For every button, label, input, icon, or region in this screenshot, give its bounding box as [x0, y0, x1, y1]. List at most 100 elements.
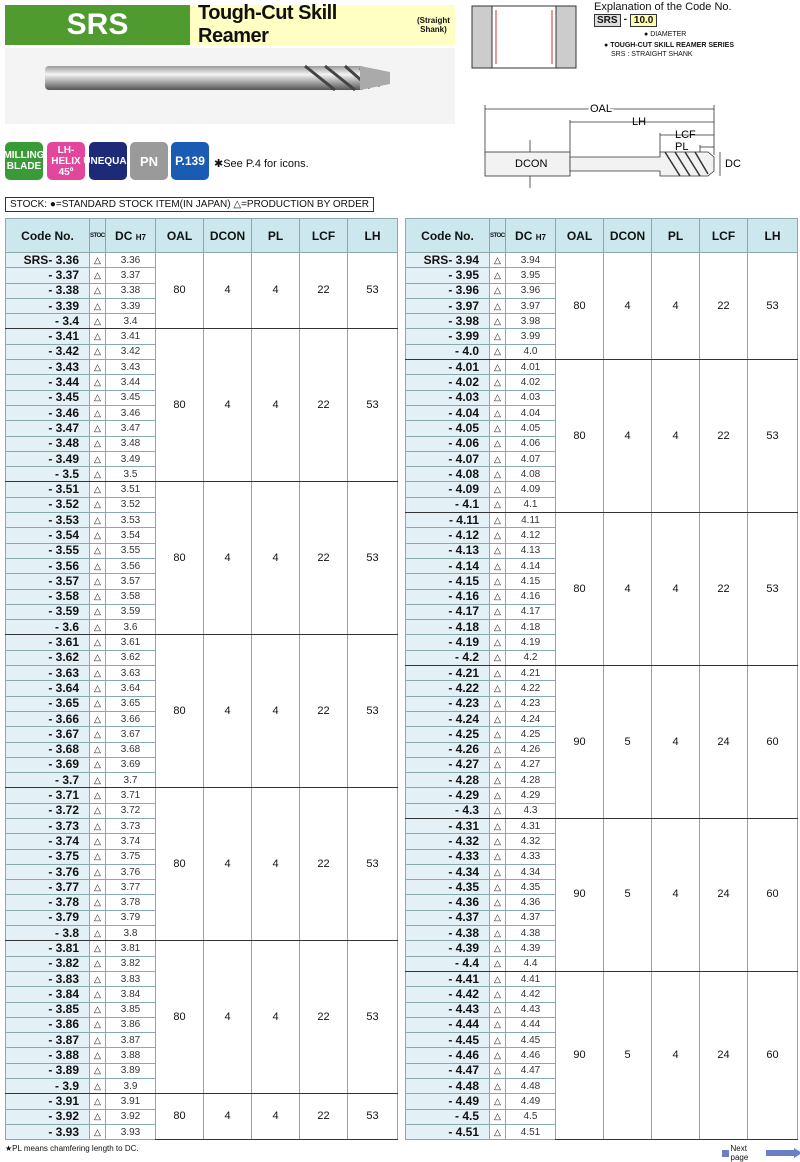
- dc: 3.52: [105, 496, 156, 514]
- table-row: - 3.4 △ 3.4: [5, 313, 398, 330]
- stock: △: [89, 680, 106, 697]
- table-row: - 4.32 △ 4.32: [405, 833, 798, 850]
- dc: 4.03: [505, 389, 556, 406]
- stock: △: [89, 665, 106, 682]
- code-no: - 3.93: [5, 1123, 90, 1141]
- code-no: - 4.18: [405, 619, 490, 636]
- stock: △: [489, 848, 506, 865]
- column-header: DCON: [603, 218, 652, 253]
- stock: △: [489, 802, 506, 819]
- stock: △: [89, 588, 106, 605]
- diameter-label: ● DIAMETER: [644, 31, 687, 38]
- dc: 3.63: [105, 665, 156, 682]
- stock: △: [89, 833, 106, 850]
- dcon: 4: [203, 328, 252, 483]
- stock: △: [89, 695, 106, 712]
- stock: △: [89, 603, 106, 621]
- table-row: - 4.31 △ 4.31 90 5 4 24 60: [405, 817, 798, 972]
- table-row: - 4.46 △ 4.46: [405, 1047, 798, 1064]
- pl: 4: [251, 787, 300, 942]
- stock: △: [89, 282, 106, 299]
- pl: 4: [251, 1093, 300, 1141]
- code-no: - 3.61: [5, 634, 90, 651]
- lcf: 22: [699, 251, 748, 361]
- dc: 3.37: [105, 267, 156, 284]
- dc: 4.45: [505, 1032, 556, 1049]
- lcf: 22: [699, 512, 748, 667]
- stock: △: [89, 710, 106, 728]
- dc: 3.62: [105, 649, 156, 667]
- stock: △: [489, 909, 506, 927]
- code-no: - 4.01: [405, 359, 490, 376]
- dc: 4.35: [505, 879, 556, 896]
- code-no: - 3.72: [5, 802, 90, 819]
- table-row: - 3.85 △ 3.85: [5, 1001, 398, 1018]
- dc: 3.41: [105, 328, 156, 345]
- dc: 4.16: [505, 588, 556, 605]
- code-no: - 3.91: [5, 1093, 90, 1110]
- code-no: - 4.04: [405, 404, 490, 422]
- code-no: - 4.09: [405, 481, 490, 498]
- table-row: - 3.89 △ 3.89: [5, 1062, 398, 1080]
- code-no: - 3.96: [405, 282, 490, 299]
- stock: △: [489, 512, 506, 529]
- next-page-label[interactable]: Next page: [730, 1144, 749, 1162]
- table-row: - 4.11 △ 4.11 80 4 4 22 53: [405, 512, 798, 667]
- code-no: - 3.95: [405, 267, 490, 284]
- dcon: 4: [603, 359, 652, 514]
- code-no: - 4.06: [405, 435, 490, 452]
- code-no: - 3.6: [5, 619, 90, 636]
- dc: 4.27: [505, 756, 556, 774]
- stock: △: [89, 863, 106, 881]
- icon: MILLING BLADE: [3, 142, 45, 180]
- dc: 4.05: [505, 420, 556, 437]
- table-row: - 4.49 △ 4.49: [405, 1093, 798, 1110]
- code-no: - 3.84: [5, 986, 90, 1003]
- next-page[interactable]: Next page: [722, 1144, 800, 1162]
- dc: 4.51: [505, 1123, 556, 1141]
- lcf: 22: [299, 328, 348, 483]
- table-row: - 3.83 △ 3.83: [5, 970, 398, 988]
- stock: △: [489, 1062, 506, 1080]
- table-row: - 3.49 △ 3.49: [5, 450, 398, 468]
- code-no: - 4.36: [405, 894, 490, 911]
- dcon: 4: [203, 251, 252, 330]
- table-row: - 3.43 △ 3.43: [5, 359, 398, 376]
- stock: △: [489, 649, 506, 667]
- lh: 53: [347, 634, 398, 789]
- lh: 53: [747, 512, 798, 667]
- stock: △: [89, 1108, 106, 1125]
- dc: 4.36: [505, 894, 556, 911]
- dcon: 4: [603, 512, 652, 667]
- code-no: - 3.64: [5, 680, 90, 697]
- table-row: - 3.98 △ 3.98: [405, 313, 798, 330]
- stock: △: [89, 496, 106, 514]
- code-no: - 3.37: [5, 267, 90, 284]
- stock: △: [89, 955, 106, 972]
- dc: 3.92: [105, 1108, 156, 1125]
- dcon: 4: [203, 787, 252, 942]
- dc: 3.58: [105, 588, 156, 605]
- stock: △: [489, 634, 506, 651]
- icon: UNEQUAL: [83, 142, 133, 180]
- lcf: 22: [299, 634, 348, 789]
- table-row: - 4.28 △ 4.28: [405, 772, 798, 789]
- oal: 80: [555, 512, 604, 667]
- stock: △: [489, 588, 506, 605]
- dc: 3.95: [505, 267, 556, 284]
- code-no: - 3.58: [5, 588, 90, 605]
- stock: △: [489, 772, 506, 789]
- dc: 4.29: [505, 787, 556, 804]
- table-row: - 4.38 △ 4.38: [405, 925, 798, 942]
- table-row: - 4.14 △ 4.14: [405, 557, 798, 575]
- code-no: - 4.33: [405, 848, 490, 865]
- dc: 3.75: [105, 848, 156, 865]
- code-no: - 3.67: [5, 726, 90, 743]
- section-drawing: [471, 5, 577, 69]
- code-no: - 3.49: [5, 450, 90, 468]
- dc: 3.36: [105, 251, 156, 269]
- table-row: - 3.61 △ 3.61 80 4 4 22 53: [5, 634, 398, 789]
- code-no: - 4.15: [405, 573, 490, 590]
- stock: △: [89, 634, 106, 651]
